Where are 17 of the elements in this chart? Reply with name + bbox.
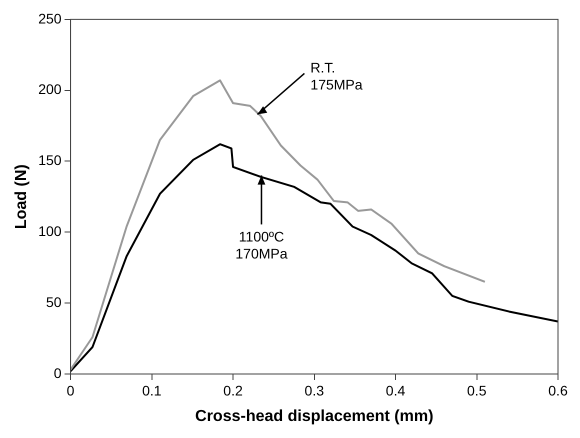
annotation: 1100ºC 170MPa	[235, 228, 288, 262]
x-tick-label: 0.3	[304, 382, 324, 398]
x-tick-label: 0.2	[223, 382, 243, 398]
y-tick-label: 250	[38, 10, 62, 26]
annotation: R.T. 175MPa	[310, 59, 363, 92]
y-axis-title: Load (N)	[13, 164, 30, 230]
y-tick-label: 0	[54, 364, 62, 381]
x-tick-label: 0.6	[548, 382, 568, 398]
x-tick-label: 0.4	[386, 382, 406, 398]
y-tick-label: 50	[46, 294, 62, 310]
x-tick-label: 0.5	[467, 382, 487, 398]
x-tick-label: 0	[66, 382, 75, 398]
x-tick-label: 0.1	[142, 382, 162, 398]
y-tick-label: 200	[38, 81, 62, 98]
y-tick-label: 100	[38, 223, 62, 240]
x-axis-title: Cross-head displacement (mm)	[195, 408, 434, 425]
y-tick-label: 150	[38, 152, 62, 168]
